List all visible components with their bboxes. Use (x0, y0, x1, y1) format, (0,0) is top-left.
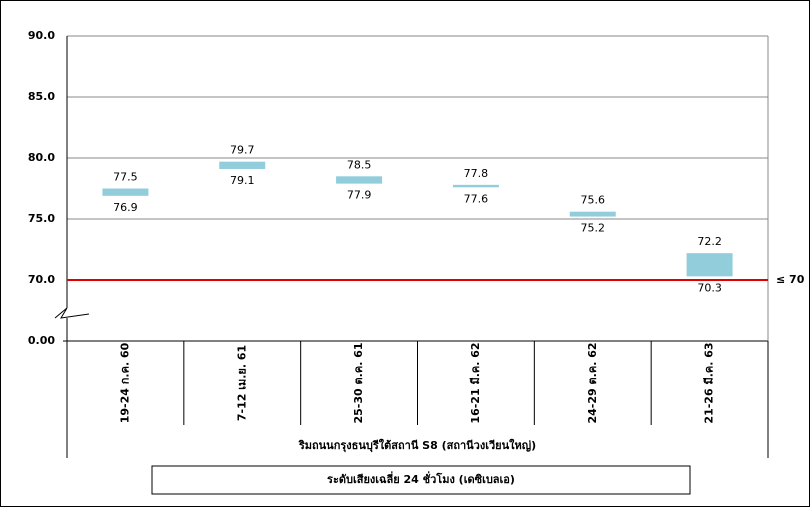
high-label: 77.5 (113, 171, 138, 184)
high-label: 77.8 (464, 167, 489, 180)
threshold-label: ≤ 70 (776, 273, 805, 286)
axis-break-gap (55, 308, 85, 318)
x-tick-label: 19-24 ก.ค. 60 (118, 342, 131, 423)
y-tick-label: 75.0 (28, 212, 55, 225)
y-tick-label: 85.0 (28, 90, 55, 103)
range-bar (452, 184, 499, 188)
axis-break (54, 307, 90, 319)
high-label: 78.5 (347, 158, 372, 171)
x-tick-label: 25-30 ต.ค. 61 (352, 342, 365, 423)
low-label: 79.1 (230, 174, 255, 187)
low-label: 76.9 (113, 201, 138, 214)
low-label: 75.2 (581, 222, 606, 235)
range-bar (336, 176, 383, 184)
y-tick-label: 90.0 (28, 29, 55, 42)
x-tick-label: 16-21 มี.ค. 62 (469, 342, 482, 423)
y-tick-label: 80.0 (28, 151, 55, 164)
legend-label: ระดับเสียงเฉลี่ย 24 ชั่วโมง (เดซิเบลเอ) (327, 471, 515, 486)
low-label: 70.3 (697, 281, 722, 294)
y-tick-label: 70.0 (28, 273, 55, 286)
low-label: 77.9 (347, 189, 372, 202)
range-bar (569, 211, 616, 217)
low-label: 77.6 (464, 192, 489, 205)
x-tick-label: 24-29 ต.ค. 62 (586, 342, 599, 423)
x-tick-label: 7-12 เม.ย. 61 (235, 345, 248, 421)
x-axis-title: ริมถนนกรุงธนบุรีใต้สถานี S8 (สถานีวงเวีย… (298, 438, 536, 453)
high-label: 79.7 (230, 144, 255, 157)
range-bar (219, 161, 266, 169)
range-bar (102, 188, 149, 196)
x-tick-label: 21-26 มี.ค. 63 (703, 342, 716, 423)
y-tick-label: 0.00 (28, 334, 55, 347)
legend-box (151, 465, 691, 495)
high-label: 72.2 (697, 235, 722, 248)
high-label: 75.6 (581, 194, 606, 207)
range-bar (686, 253, 733, 277)
